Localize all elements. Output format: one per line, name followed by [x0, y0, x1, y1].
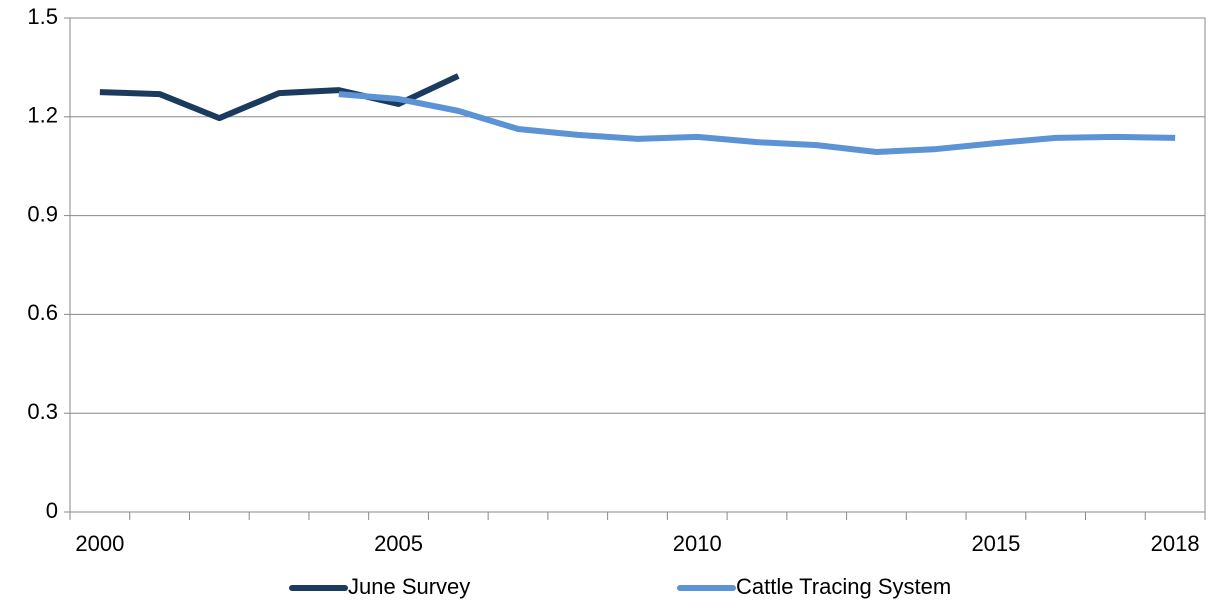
x-tick-label: 2005 — [374, 531, 423, 556]
y-tick-label: 0.3 — [27, 399, 58, 424]
x-tick-label: 2015 — [971, 531, 1020, 556]
y-tick-label: 1.5 — [27, 4, 58, 29]
legend-label: Cattle Tracing System — [736, 574, 951, 599]
plot-frame — [69, 17, 1206, 513]
series-line — [338, 91, 1176, 156]
series-line — [99, 73, 460, 122]
y-tick-label: 0.6 — [27, 300, 58, 325]
y-tick-label: 1.2 — [27, 103, 58, 128]
x-tick-label: 2010 — [673, 531, 722, 556]
legend-label: June Survey — [348, 574, 470, 599]
x-tick-label: 2018 — [1151, 531, 1200, 556]
y-tick-label: 0 — [46, 498, 58, 523]
x-tick-label: 2000 — [75, 531, 124, 556]
y-tick-label: 0.9 — [27, 201, 58, 226]
